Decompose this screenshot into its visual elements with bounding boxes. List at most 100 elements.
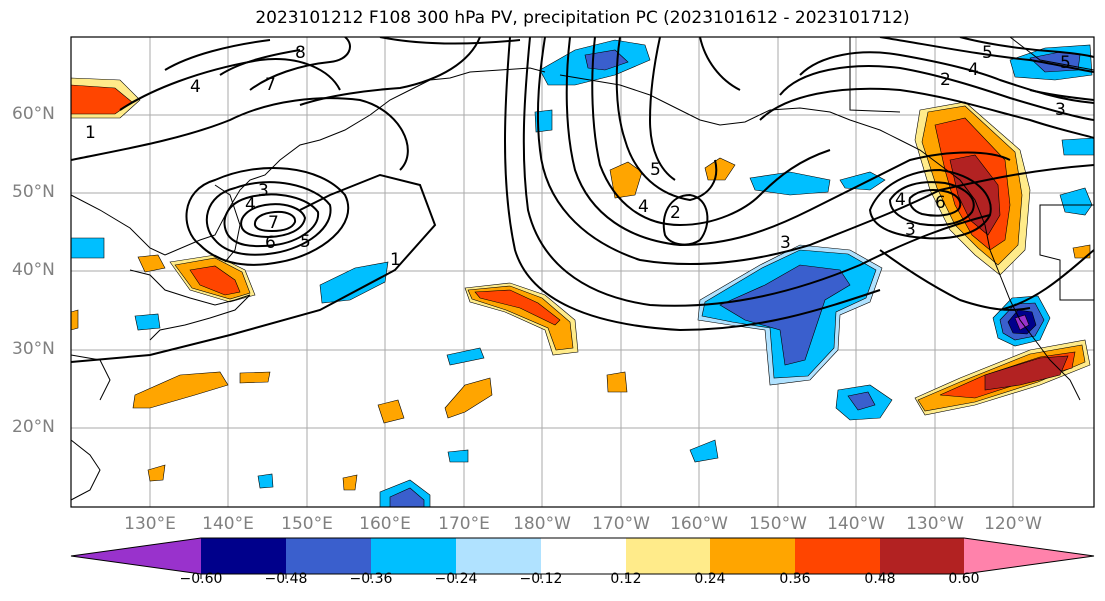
lat-label: 30°N — [12, 339, 55, 359]
pv-contour — [249, 37, 351, 91]
precip-blob — [239, 371, 271, 384]
lon-label: 130°W — [906, 514, 964, 534]
precip-blob — [1072, 244, 1091, 259]
lon-label: 170°E — [438, 514, 490, 534]
pv-contour — [868, 168, 992, 240]
pv-contour — [164, 39, 271, 71]
precip-blob — [444, 377, 493, 419]
colorbar-tick-label: −0.24 — [434, 571, 478, 587]
precip-blob — [446, 347, 485, 366]
colorbar-tick-label: 0.12 — [610, 571, 642, 587]
lon-label: 170°W — [592, 514, 650, 534]
contour-label: 3 — [258, 181, 269, 201]
lon-label: 160°W — [670, 514, 728, 534]
pv-contour — [879, 37, 1094, 73]
precip-blob — [847, 391, 876, 411]
colorbar-tick-label: −0.48 — [264, 571, 308, 587]
precip-blob — [719, 264, 851, 366]
contour-label: 5 — [982, 43, 993, 63]
precip-blob — [474, 289, 561, 326]
pv-contour — [662, 193, 709, 246]
precip-blob — [704, 157, 736, 181]
colorbar-tick-label: 0.60 — [948, 571, 980, 587]
pv-contour — [648, 37, 676, 181]
pv-contour — [888, 181, 975, 227]
precip-blob — [984, 355, 1069, 391]
pv-contour — [299, 37, 481, 106]
map-frame — [70, 36, 1095, 508]
precip-blob — [71, 309, 79, 331]
colorbar-tick-label: 0.24 — [694, 571, 726, 587]
contour-label: 2 — [940, 70, 951, 90]
lon-label: 160°E — [359, 514, 411, 534]
contour-label: 4 — [190, 77, 201, 97]
precip-blob — [377, 399, 405, 424]
contour-label: 1 — [390, 250, 401, 270]
pv-contour — [522, 37, 991, 307]
pv-contour — [219, 49, 301, 76]
precip-blob — [137, 254, 166, 273]
pv-contour — [185, 167, 350, 266]
pv-contour — [759, 87, 1094, 139]
colorbar-segment — [795, 538, 880, 574]
map-title: 2023101212 F108 300 hPa PV, precipitatio… — [255, 8, 910, 28]
lat-label: 40°N — [12, 260, 55, 280]
pv-contour — [959, 37, 1094, 58]
pv-contour — [536, 37, 1094, 266]
lat-label: 50°N — [12, 182, 55, 202]
pv-contours — [71, 37, 1094, 363]
colorbar — [70, 537, 1095, 579]
contour-label: 5 — [650, 160, 661, 180]
pv-contour — [999, 249, 1094, 311]
precip-blob — [132, 371, 229, 409]
lon-label: 150°E — [281, 514, 333, 534]
contour-label: 1 — [85, 123, 96, 143]
contour-label: 7 — [265, 75, 276, 95]
pv-contour — [71, 97, 409, 171]
pv-contour — [223, 193, 320, 248]
precip-blob — [839, 171, 886, 191]
precip-blob — [147, 464, 166, 482]
pv-contour — [615, 37, 718, 202]
colorbar-segment — [626, 538, 710, 574]
contour-label: 5 — [300, 232, 311, 252]
pv-contour — [908, 189, 962, 217]
colorbar-segment — [541, 538, 626, 574]
precip-blob — [689, 439, 719, 463]
lon-label: 140°E — [202, 514, 254, 534]
contour-label: 3 — [780, 233, 791, 253]
contour-label: 4 — [968, 60, 979, 80]
precip-positive — [71, 77, 1091, 491]
colorbar-tick-label: −0.36 — [349, 571, 393, 587]
colorbar-tick-label: −0.12 — [519, 571, 563, 587]
colorbar-segment — [71, 538, 201, 574]
precip-negative — [71, 39, 1094, 507]
colorbar-segment — [456, 538, 541, 574]
contour-label: 3 — [905, 220, 916, 240]
pv-contour — [379, 37, 521, 45]
precip-blob — [447, 449, 469, 463]
precip-blob — [319, 261, 389, 304]
precip-blob — [1059, 187, 1093, 216]
lon-label: 150°W — [749, 514, 807, 534]
precip-blob — [534, 109, 553, 133]
colorbar-segment — [371, 538, 456, 574]
contour-label: 5 — [1060, 53, 1071, 73]
pv-contour — [240, 203, 307, 239]
pv-contour — [879, 249, 1031, 311]
colorbar-tick-label: 0.36 — [779, 571, 811, 587]
coastlines — [71, 37, 1094, 501]
precip-blob — [342, 474, 358, 491]
pv-contour — [779, 65, 1094, 121]
contour-label: 8 — [295, 43, 306, 63]
colorbar-tick-label: −0.60 — [179, 571, 223, 587]
contour-label: 3 — [1055, 100, 1066, 120]
lon-label: 140°W — [827, 514, 885, 534]
colorbar-segment — [710, 538, 795, 574]
lat-label: 60°N — [12, 104, 55, 124]
precip-blob — [389, 487, 425, 507]
colorbar-segment — [964, 538, 1094, 574]
lon-label: 130°E — [124, 514, 176, 534]
contour-label: 4 — [245, 195, 256, 215]
precip-blob — [1061, 137, 1094, 156]
